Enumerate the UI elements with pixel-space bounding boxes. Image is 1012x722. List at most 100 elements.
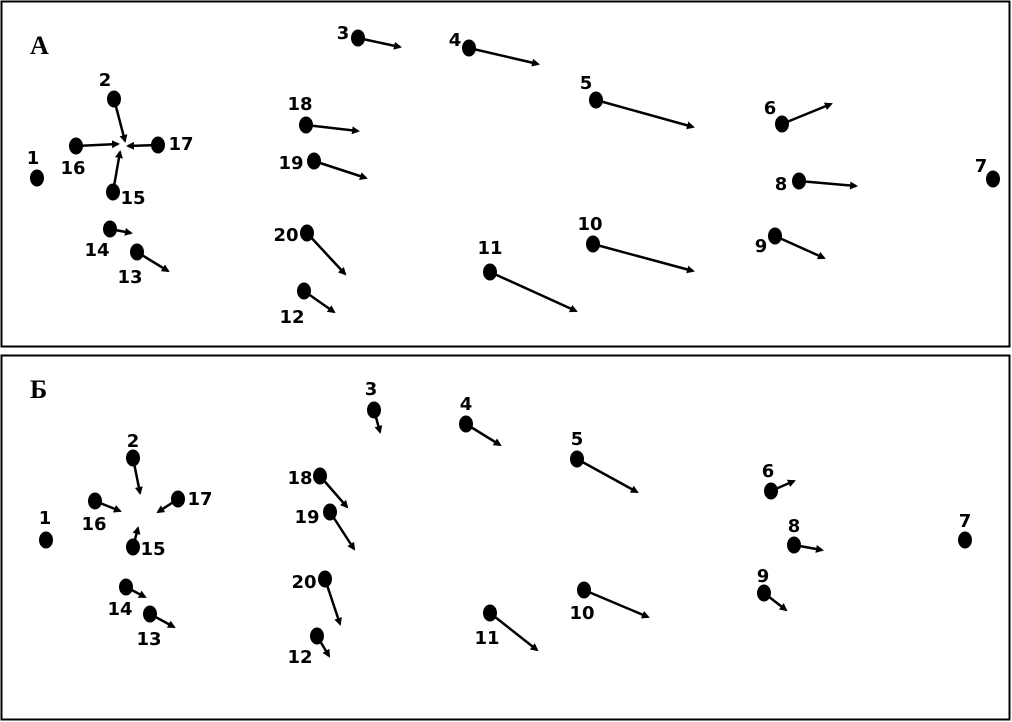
point-13: 13 [136,605,176,650]
point-label: 4 [460,394,473,415]
displacement-arrow [595,98,695,130]
point-dot [171,490,185,508]
point-3: 3 [337,23,402,50]
point-label: 7 [975,156,988,177]
point-label: 11 [474,628,499,649]
point-dot [313,467,327,485]
point-16: 16 [60,137,120,179]
point-label: 9 [757,566,770,587]
point-dot [69,137,83,155]
point-dot [775,115,789,133]
point-dot [792,172,806,190]
point-20: 20 [291,570,342,626]
point-17: 17 [126,134,194,155]
point-label: 8 [775,174,788,195]
point-label: 6 [762,461,775,482]
panel-b-frame [0,354,1011,721]
displacement-arrow [305,123,360,135]
point-dot [299,116,313,134]
point-label: 10 [577,214,602,235]
point-dot [300,224,314,242]
point-dot [459,415,473,433]
point-dot [986,170,1000,188]
point-label: 9 [755,236,768,257]
point-dot [958,531,972,549]
point-19: 19 [278,152,368,180]
point-label: 13 [136,629,161,650]
point-11: 11 [477,238,578,313]
point-9: 9 [755,227,826,260]
point-dot [119,578,133,596]
point-dot [570,450,584,468]
displacement-arrow [781,102,833,126]
point-dot [367,401,381,419]
point-17: 17 [156,489,213,514]
point-4: 4 [459,394,502,447]
panel-a-label: А [30,31,49,60]
displacement-arrow [313,159,368,180]
point-dot [787,536,801,554]
displacement-arrow [306,232,347,276]
point-label: 19 [294,507,319,528]
point-label: 17 [168,134,193,155]
point-1: 1 [27,148,44,187]
point-dot [768,227,782,245]
displacement-arrow [576,457,639,494]
point-label: 17 [187,489,212,510]
displacement-arrow [489,612,539,652]
point-3: 3 [365,379,383,434]
point-dot [30,169,44,187]
point-label: 18 [287,94,312,115]
point-label: 5 [580,73,593,94]
point-label: 19 [278,153,303,174]
point-5: 5 [570,429,639,494]
point-15: 15 [126,526,166,560]
point-13: 13 [117,243,170,288]
point-label: 1 [27,148,40,169]
displacement-arrow [357,36,402,50]
point-dot [107,90,121,108]
point-label: 15 [140,539,165,560]
point-label: 20 [291,572,316,593]
point-dot [106,183,120,201]
point-6: 6 [762,461,796,500]
point-10: 10 [569,581,650,624]
point-label: 16 [81,514,106,535]
point-dot [307,152,321,170]
point-dot [130,243,144,261]
point-dot [103,220,117,238]
point-12: 12 [287,627,331,668]
point-label: 18 [287,468,312,489]
point-2: 2 [99,70,128,143]
panel-a-frame [0,0,1011,348]
point-8: 8 [775,172,858,195]
point-dot [757,584,771,602]
point-label: 12 [287,647,312,668]
point-11: 11 [474,604,539,652]
point-14: 14 [84,220,133,261]
displacement-arrow [583,588,650,619]
point-15: 15 [106,150,146,209]
point-9: 9 [757,566,788,612]
point-label: 14 [107,599,132,620]
point-4: 4 [449,30,540,67]
point-label: 5 [571,429,584,450]
point-label: 3 [337,23,350,44]
point-2: 2 [126,431,143,495]
point-label: 6 [764,98,777,119]
point-1: 1 [39,508,53,549]
point-dot [483,604,497,622]
point-label: 20 [273,225,298,246]
displacement-arrow [774,234,826,260]
point-label: 2 [127,431,140,452]
displacement-arrow [468,46,540,67]
point-dot [126,449,140,467]
point-6: 6 [764,98,833,133]
point-label: 13 [117,267,142,288]
point-dot [151,136,165,154]
point-20: 20 [273,224,347,276]
point-label: 3 [365,379,378,400]
